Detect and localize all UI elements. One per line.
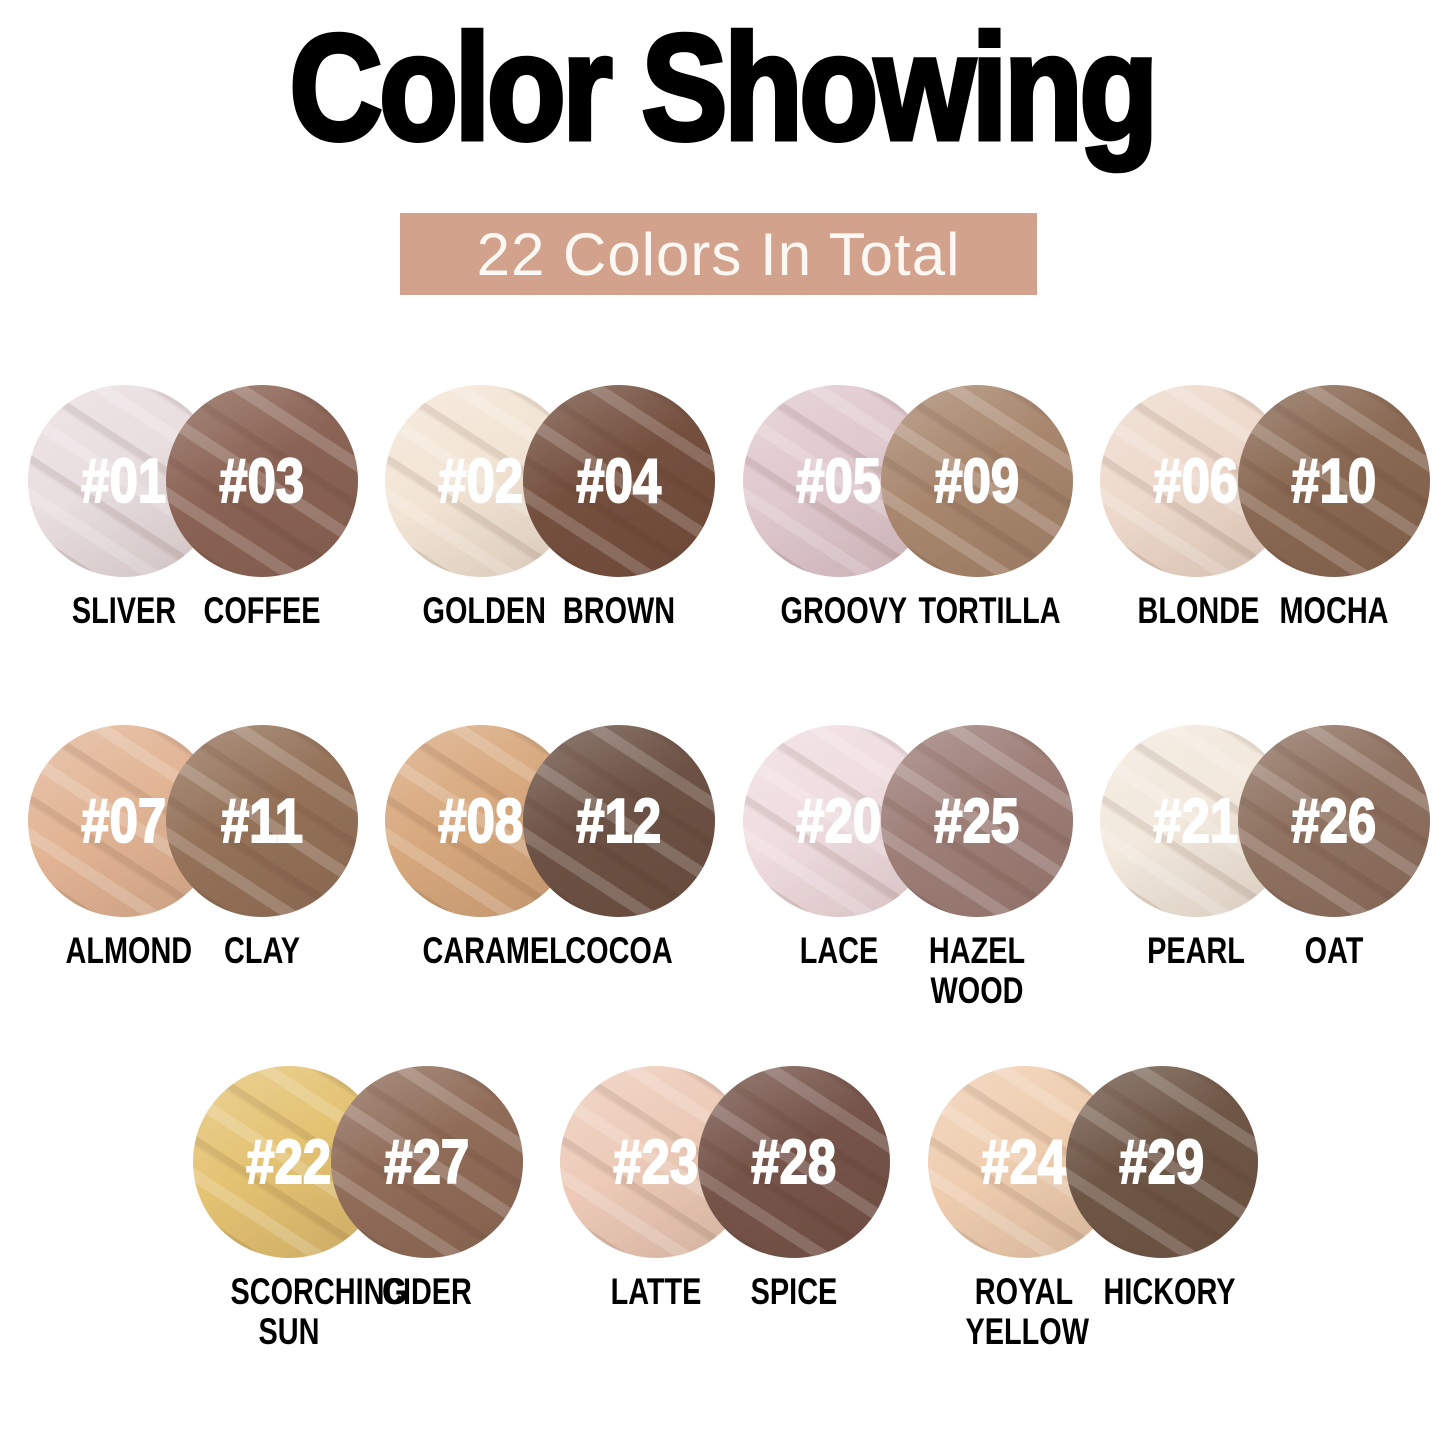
shade-number: #03 bbox=[219, 446, 305, 517]
shade-number: #20 bbox=[796, 786, 882, 857]
shade-name: BLONDE bbox=[1137, 590, 1260, 631]
swatch-circle-right: #12 bbox=[523, 725, 715, 917]
shade-number: #29 bbox=[1119, 1127, 1205, 1198]
page-title: Color Showing bbox=[0, 0, 1445, 174]
shade-name: TORTILLA bbox=[918, 590, 1061, 631]
shade-name: SLIVER bbox=[71, 590, 177, 631]
shade-number: #12 bbox=[576, 786, 662, 857]
swatch-circle-left: #07 bbox=[28, 725, 220, 917]
swatch-pair: #23 #28 LATTE SPICE bbox=[560, 1066, 890, 1396]
shade-name: HAZEL WOOD bbox=[928, 930, 1026, 1011]
swatch-circle-right: #26 bbox=[1238, 725, 1430, 917]
swatch-pair: #24 #29 ROYAL YELLOW HICKORY bbox=[928, 1066, 1258, 1396]
swatch-circle-right: #29 bbox=[1066, 1066, 1258, 1258]
swatch-circle-right: #04 bbox=[523, 385, 715, 577]
shade-name: ROYAL YELLOW bbox=[965, 1271, 1089, 1352]
shade-number: #21 bbox=[1153, 786, 1239, 857]
shade-name: COCOA bbox=[565, 930, 673, 971]
shade-number: #27 bbox=[384, 1127, 470, 1198]
swatch-pair: #05 #09 GROOVY TORTILLA bbox=[743, 385, 1073, 715]
swatch-pair: #21 #26 PEARL OAT bbox=[1100, 725, 1430, 1055]
swatch-circle-left: #05 bbox=[743, 385, 935, 577]
shade-number: #02 bbox=[438, 446, 524, 517]
shade-number: #09 bbox=[934, 446, 1020, 517]
shade-number: #25 bbox=[934, 786, 1020, 857]
swatch-pair: #06 #10 BLONDE MOCHA bbox=[1100, 385, 1430, 715]
shade-number: #10 bbox=[1291, 446, 1377, 517]
subtitle-banner: 22 Colors In Total bbox=[400, 213, 1037, 295]
swatch-circle-right: #03 bbox=[166, 385, 358, 577]
swatch-circle-right: #09 bbox=[881, 385, 1073, 577]
shade-name: CIDER bbox=[382, 1271, 472, 1312]
shade-name: ALMOND bbox=[65, 930, 193, 971]
shade-name: HICKORY bbox=[1103, 1271, 1236, 1312]
shade-name: MOCHA bbox=[1279, 590, 1389, 631]
swatch-pair: #07 #11 ALMOND CLAY bbox=[28, 725, 358, 1055]
swatch-circle-right: #11 bbox=[166, 725, 358, 917]
swatch-pair: #01 #03 SLIVER COFFEE bbox=[28, 385, 358, 715]
swatch-pair: #02 #04 GOLDEN BROWN bbox=[385, 385, 715, 715]
shade-name: SPICE bbox=[750, 1271, 838, 1312]
swatch-circle-right: #25 bbox=[881, 725, 1073, 917]
shade-number: #01 bbox=[81, 446, 167, 517]
shade-number: #04 bbox=[576, 446, 662, 517]
swatch-circle-left: #02 bbox=[385, 385, 577, 577]
shade-name: CARAMEL bbox=[422, 930, 567, 971]
shade-name: LATTE bbox=[610, 1271, 702, 1312]
shade-name: SCORCHING SUN bbox=[230, 1271, 407, 1352]
shade-number: #26 bbox=[1291, 786, 1377, 857]
shade-number: #24 bbox=[981, 1127, 1067, 1198]
swatch-pair: #22 #27 SCORCHING SUN CIDER bbox=[193, 1066, 523, 1396]
swatch-circle-right: #10 bbox=[1238, 385, 1430, 577]
shade-name: LACE bbox=[799, 930, 879, 971]
shade-number: #08 bbox=[438, 786, 524, 857]
shade-number: #05 bbox=[796, 446, 882, 517]
shade-number: #28 bbox=[751, 1127, 837, 1198]
swatch-pair: #20 #25 LACE HAZEL WOOD bbox=[743, 725, 1073, 1055]
shade-number: #11 bbox=[220, 786, 304, 857]
subtitle-text: 22 Colors In Total bbox=[476, 220, 961, 288]
shade-name: OAT bbox=[1304, 930, 1364, 971]
shade-name: GOLDEN bbox=[422, 590, 546, 631]
page-title-text: Color Showing bbox=[288, 1, 1161, 174]
shade-name: CLAY bbox=[224, 930, 300, 971]
shade-number: #23 bbox=[613, 1127, 699, 1198]
shade-number: #22 bbox=[246, 1127, 332, 1198]
shade-name: COFFEE bbox=[203, 590, 321, 631]
shade-number: #06 bbox=[1153, 446, 1239, 517]
shade-name: GROOVY bbox=[780, 590, 908, 631]
shade-name: BROWN bbox=[562, 590, 676, 631]
shade-number: #07 bbox=[81, 786, 167, 857]
swatch-circle-right: #27 bbox=[331, 1066, 523, 1258]
shade-name: PEARL bbox=[1147, 930, 1245, 971]
swatch-pair: #08 #12 CARAMEL COCOA bbox=[385, 725, 715, 1055]
swatch-circle-right: #28 bbox=[698, 1066, 890, 1258]
